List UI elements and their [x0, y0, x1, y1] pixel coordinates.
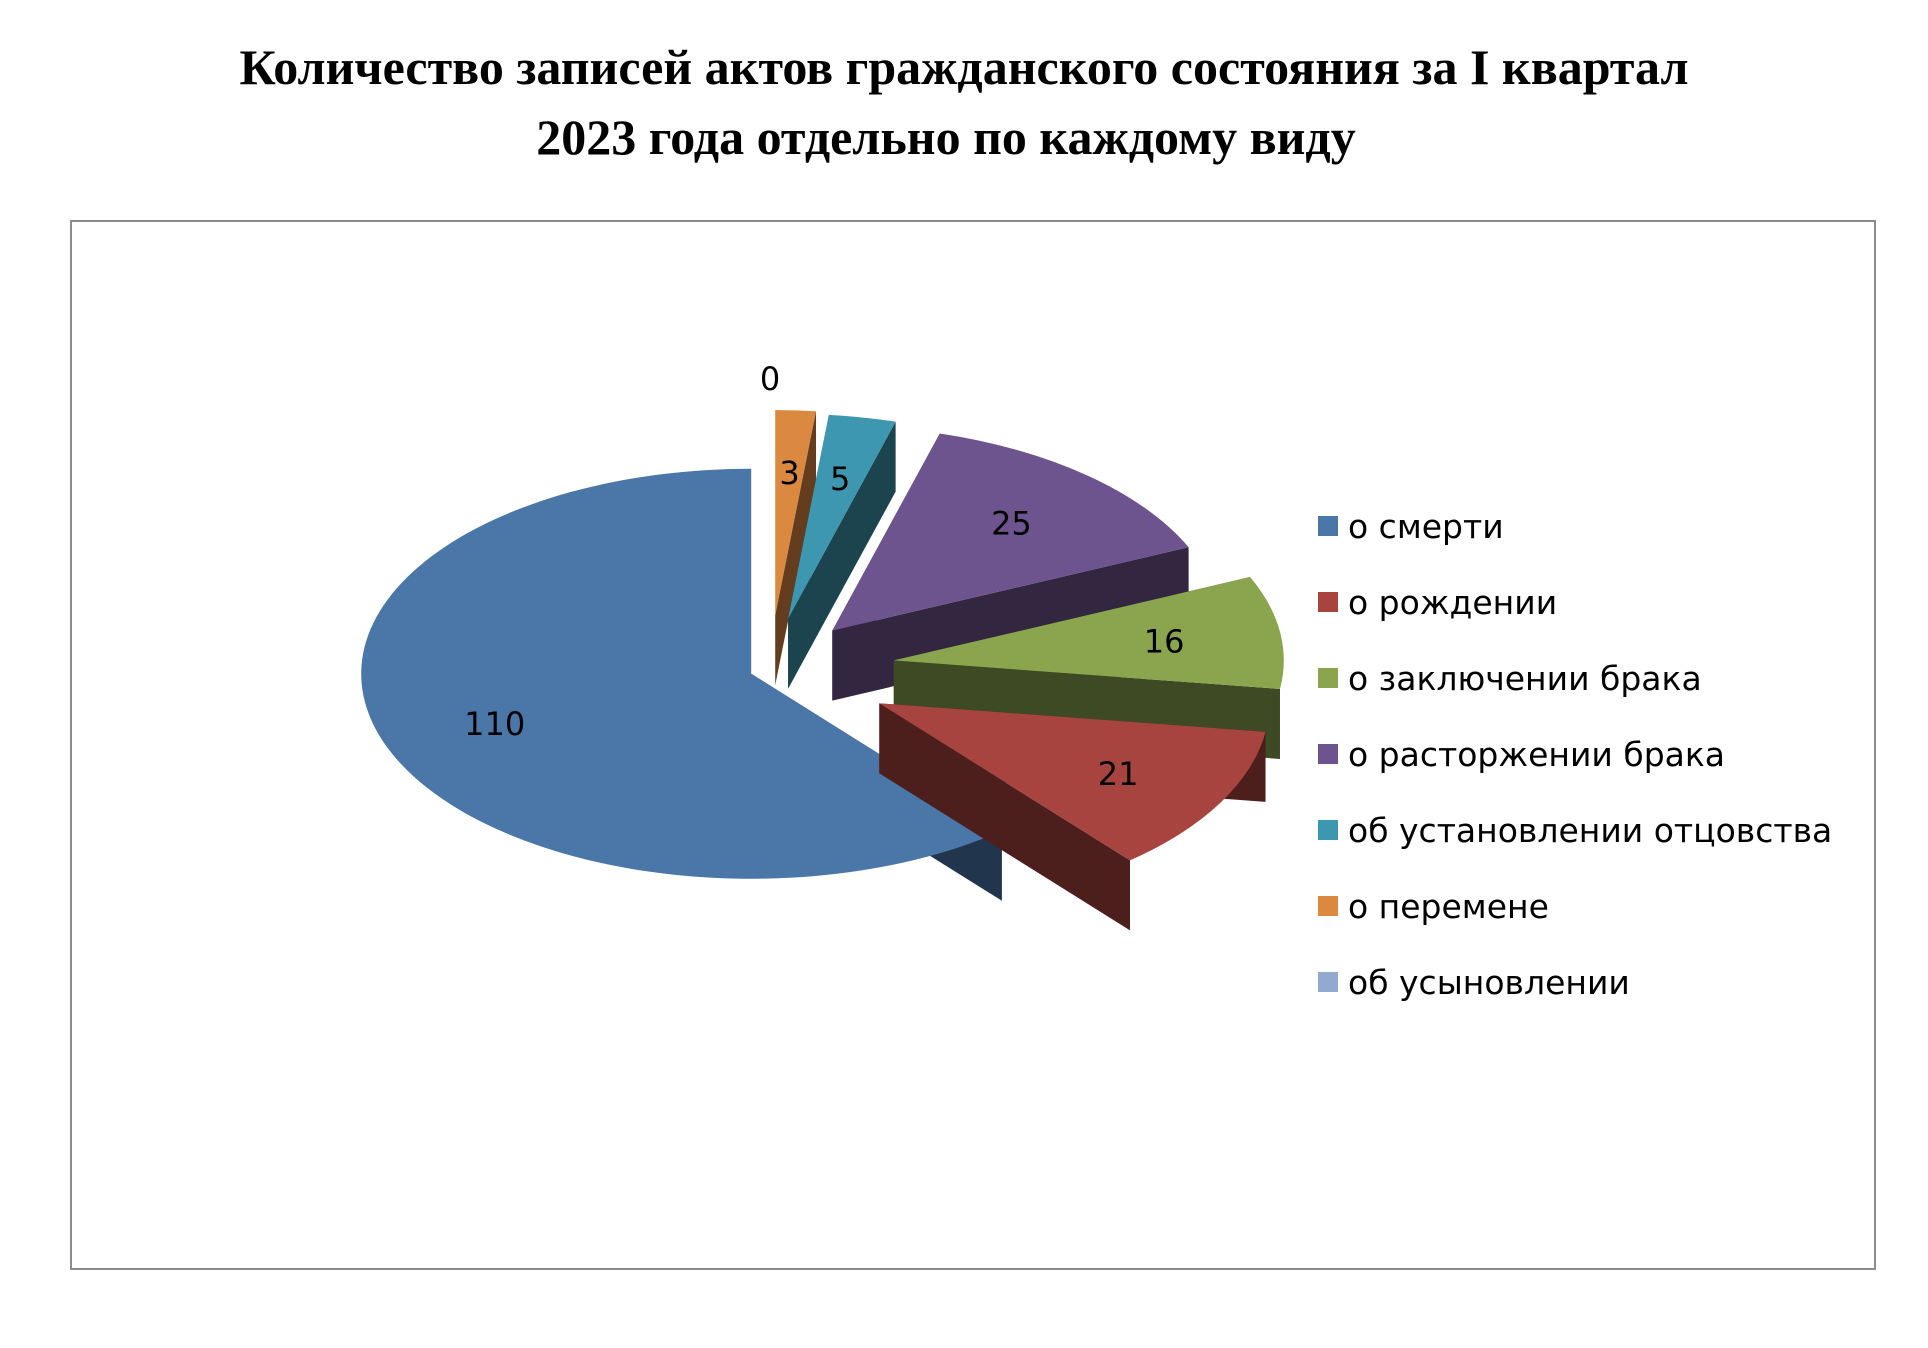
legend-item-2: о заключении брака	[1318, 640, 1832, 716]
legend-label: о перемене	[1348, 886, 1549, 926]
pie-slice-0	[361, 468, 1002, 901]
legend-swatch	[1318, 896, 1338, 916]
legend-label: об усыновлении	[1348, 962, 1630, 1002]
legend-item-4: об установлении отцовства	[1318, 792, 1832, 868]
legend-label: о рождении	[1348, 582, 1558, 622]
chart-title: Количество записей актов гражданского со…	[0, 32, 1928, 172]
legend-label: о расторжении брака	[1348, 734, 1726, 774]
chart-title-line-1: Количество записей актов гражданского со…	[239, 39, 1689, 95]
legend-item-0: о смерти	[1318, 488, 1832, 564]
chart-area	[70, 220, 1876, 1270]
legend-swatch	[1318, 972, 1338, 992]
pie-slice-5	[775, 410, 816, 686]
legend-item-5: о перемене	[1318, 868, 1832, 944]
chart-title-line-2: 2023 года отдельно по каждому виду	[536, 109, 1356, 165]
pie-slice-4	[788, 414, 896, 689]
legend-label: о заключении брака	[1348, 658, 1702, 698]
pie-slice-1	[879, 703, 1266, 931]
chart-legend: о смерти о рождении о заключении брака о ра…	[1318, 488, 1832, 1020]
legend-item-6: об усыновлении	[1318, 944, 1832, 1020]
data-label-6: 0	[760, 360, 780, 398]
legend-label: об установлении отцовства	[1348, 810, 1833, 850]
legend-swatch	[1318, 744, 1338, 764]
data-label-0: 110	[464, 705, 525, 743]
legend-swatch	[1318, 592, 1338, 612]
data-label-1: 21	[1098, 755, 1139, 793]
data-label-2: 16	[1144, 622, 1185, 660]
legend-swatch	[1318, 820, 1338, 840]
legend-item-3: о расторжении брака	[1318, 716, 1832, 792]
legend-item-1: о рождении	[1318, 564, 1832, 640]
data-label-3: 25	[991, 504, 1032, 542]
data-label-4: 5	[830, 460, 850, 498]
data-label-5: 3	[779, 454, 799, 492]
legend-swatch	[1318, 668, 1338, 688]
legend-swatch	[1318, 516, 1338, 536]
legend-label: о смерти	[1348, 506, 1504, 546]
